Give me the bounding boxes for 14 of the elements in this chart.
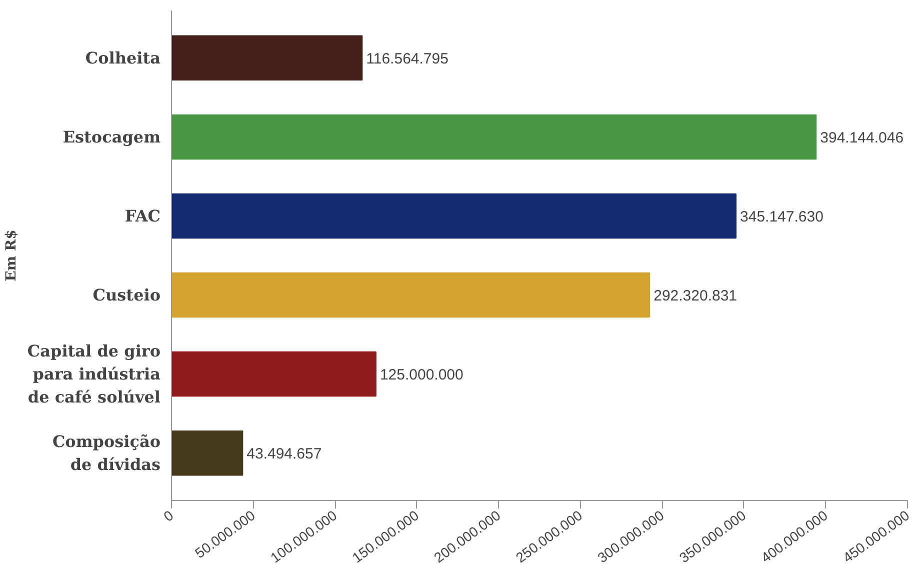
y-tick-label: Composição de dívidas: [52, 432, 161, 474]
y-axis-title: Em R$: [3, 230, 20, 282]
y-tick-label: Capital de giro para indústria de café solúvel: [27, 342, 161, 406]
data-label: 292.320.831: [654, 288, 738, 305]
data-label: 394.144.046: [820, 129, 904, 146]
y-tick-label: Custeio: [92, 286, 161, 305]
data-label: 125.000.000: [380, 366, 464, 384]
y-tick-label: Colheita: [85, 48, 161, 68]
data-label: 345.147.630: [740, 208, 824, 226]
x-tick-label: 0: [160, 506, 176, 525]
y-tick-label: Estocagem: [62, 127, 161, 146]
data-label: 43.494.657: [246, 446, 322, 463]
y-tick-label: FAC: [124, 206, 161, 226]
data-label: 116.564.795: [366, 50, 448, 68]
